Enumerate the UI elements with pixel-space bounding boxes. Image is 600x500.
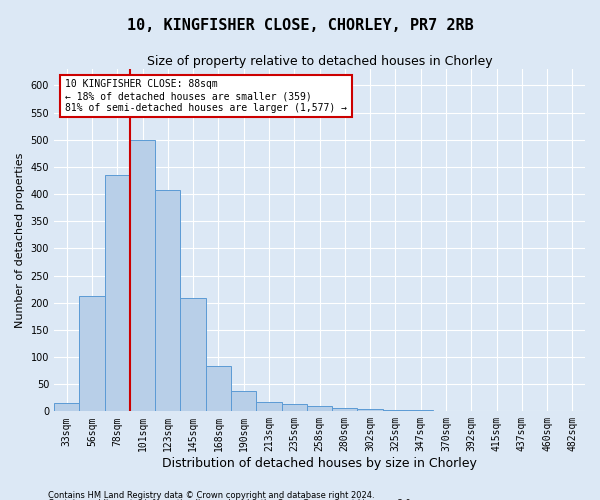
Bar (155, 190, 181, 412)
Bar (231, 391, 256, 411)
Bar (54, 403, 79, 411)
Bar (484, 411, 509, 412)
Bar (130, 140, 155, 411)
Bar (358, 409, 383, 412)
Text: 10, KINGFISHER CLOSE, CHORLEY, PR7 2RB: 10, KINGFISHER CLOSE, CHORLEY, PR7 2RB (127, 18, 473, 32)
Text: 10 KINGFISHER CLOSE: 88sqm
← 18% of detached houses are smaller (359)
81% of sem: 10 KINGFISHER CLOSE: 88sqm ← 18% of deta… (65, 80, 347, 112)
Bar (560, 411, 585, 412)
Bar (307, 406, 332, 412)
Y-axis label: Number of detached properties: Number of detached properties (15, 152, 25, 328)
Bar (332, 408, 358, 412)
Bar (458, 411, 484, 412)
Title: Size of property relative to detached houses in Chorley: Size of property relative to detached ho… (147, 55, 493, 68)
Bar (104, 175, 130, 412)
Bar (408, 410, 433, 412)
Bar (79, 296, 104, 412)
X-axis label: Distribution of detached houses by size in Chorley: Distribution of detached houses by size … (162, 457, 477, 470)
Bar (256, 402, 281, 411)
Bar (433, 411, 458, 412)
Text: Contains HM Land Registry data © Crown copyright and database right 2024.: Contains HM Land Registry data © Crown c… (48, 490, 374, 500)
Bar (281, 404, 307, 411)
Bar (181, 298, 206, 412)
Bar (383, 410, 408, 412)
Bar (206, 366, 231, 412)
